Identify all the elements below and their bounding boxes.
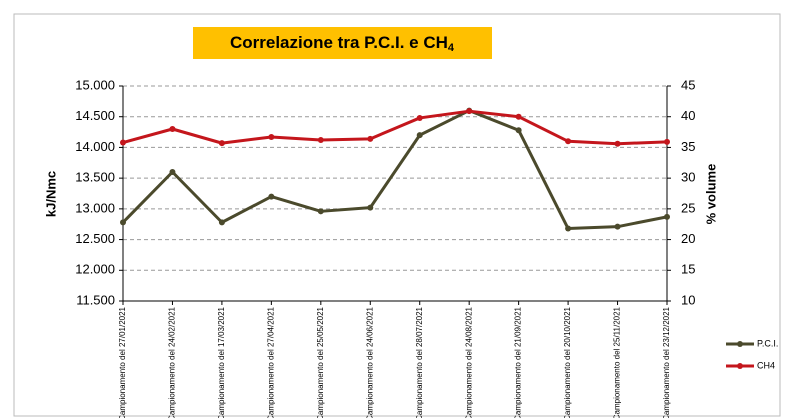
y2-tick-label: 20	[681, 231, 695, 246]
y2-tick-label: 25	[681, 200, 695, 215]
x-tick-label: Campionamento del 17/03/2021	[217, 306, 226, 418]
y2-tick-label: 10	[681, 292, 695, 307]
point	[218, 140, 225, 147]
y2-tick-label: 45	[681, 77, 695, 92]
y2-tick-label: 15	[681, 262, 695, 277]
point	[367, 204, 374, 211]
legend-label: CH4	[757, 360, 775, 370]
point	[367, 135, 374, 142]
legend-marker	[737, 363, 743, 369]
y-tick-label: 12.500	[75, 231, 115, 246]
x-tick-label: Campionamento del 25/05/2021	[316, 306, 325, 418]
point	[515, 113, 522, 120]
point	[268, 193, 275, 200]
chart-frame	[13, 13, 781, 417]
x-tick-label: Campionamento del 24/08/2021	[464, 306, 473, 418]
y-tick-label: 11.500	[76, 292, 115, 307]
point	[120, 219, 126, 226]
chart-title: Correlazione tra P.C.I. e CH4	[230, 33, 455, 53]
point	[416, 132, 423, 139]
point	[466, 108, 473, 115]
x-tick-label: Campionamento del 28/07/2021	[415, 306, 424, 418]
point	[565, 225, 572, 232]
legend-marker	[737, 341, 743, 347]
point	[664, 213, 670, 220]
x-tick-label: Campionamento del 25/11/2021	[613, 306, 622, 418]
x-tick-label: Campionamento del 24/06/2021	[365, 306, 374, 418]
y-tick-label: 12.000	[75, 262, 115, 277]
point	[317, 137, 324, 144]
x-tick-label: Campionamento del 27/01/2021	[118, 306, 127, 418]
x-tick-label: Campionamento del 21/09/2021	[514, 306, 523, 418]
series-line	[122, 109, 668, 146]
x-tick-label: Campionamento del 23/12/2021	[662, 306, 671, 418]
x-tick-label: Campionamento del 24/02/2021	[168, 306, 177, 418]
y2-tick-label: 35	[681, 139, 695, 154]
point	[218, 219, 225, 226]
point	[664, 138, 670, 145]
y2-tick-label: 30	[681, 170, 695, 185]
point	[416, 114, 423, 121]
y-axis-label: kJ/Nmc	[43, 171, 58, 217]
point	[268, 133, 275, 140]
point	[169, 169, 176, 175]
y-tick-label: 14.500	[75, 108, 115, 123]
y2-axis-label: % volume	[703, 164, 718, 225]
point	[565, 138, 572, 145]
series-line	[121, 109, 668, 231]
point	[169, 126, 176, 132]
point	[515, 127, 522, 134]
legend-label: P.C.I.	[757, 338, 778, 348]
y2-tick-label: 40	[681, 108, 695, 123]
point	[614, 140, 621, 147]
y-tick-label: 14.000	[75, 139, 115, 154]
y-tick-label: 13.500	[75, 170, 115, 185]
point	[120, 139, 126, 146]
y-tick-label: 13.000	[75, 200, 115, 215]
x-tick-label: Campionamento del 27/04/2021	[266, 306, 275, 418]
x-tick-label: Campionamento del 20/10/2021	[563, 306, 572, 418]
point	[614, 223, 621, 230]
point	[317, 208, 324, 215]
y-tick-label: 15.000	[75, 77, 115, 92]
title-box	[193, 27, 492, 59]
